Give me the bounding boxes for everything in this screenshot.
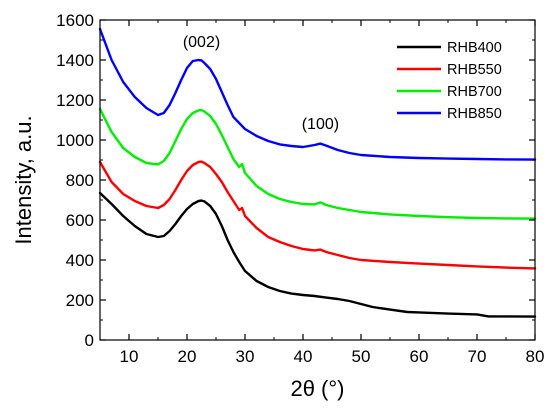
- y-tick-label: 1000: [56, 131, 94, 150]
- y-tick-label: 1200: [56, 91, 94, 110]
- legend-label-rhb550: RHB550: [447, 62, 502, 78]
- x-axis-label: 2θ (°): [290, 376, 344, 401]
- peak-annotation: (002): [183, 34, 220, 51]
- y-axis-label: Intensity, a.u.: [11, 115, 36, 244]
- x-tick-label: 40: [294, 347, 313, 366]
- x-tick-label: 60: [410, 347, 429, 366]
- y-tick-label: 400: [66, 251, 94, 270]
- series-line-rhb850: [98, 27, 537, 161]
- axes: 10 20 30 40 50 60 70 80020040060080010001200140…: [11, 11, 544, 401]
- legend: RHB400 RHB550 RHB700 RHB850: [397, 40, 502, 122]
- x-tick-label: 10: [120, 347, 139, 366]
- x-tick-label: 20: [178, 347, 197, 366]
- x-tick-label: 50: [352, 347, 371, 366]
- legend-label-rhb400: RHB400: [447, 40, 502, 56]
- y-tick-label: 1600: [56, 11, 94, 30]
- annotations: (002) (100): [183, 34, 339, 133]
- peak-annotation: (100): [302, 116, 339, 133]
- y-tick-label: 600: [66, 211, 94, 230]
- x-tick-label: 70: [468, 347, 487, 366]
- legend-label-rhb700: RHB700: [447, 84, 502, 100]
- y-tick-label: 1400: [56, 51, 94, 70]
- series-layer: [98, 27, 537, 318]
- series-line-rhb400: [98, 191, 537, 318]
- series-line-rhb550: [98, 160, 537, 270]
- y-tick-label: 200: [66, 291, 94, 310]
- x-tick-label: 30: [236, 347, 255, 366]
- y-tick-label: 0: [85, 331, 94, 350]
- series-line-rhb700: [98, 107, 537, 220]
- x-tick-label: 80: [526, 347, 545, 366]
- legend-label-rhb850: RHB850: [447, 106, 502, 122]
- y-tick-label: 800: [66, 171, 94, 190]
